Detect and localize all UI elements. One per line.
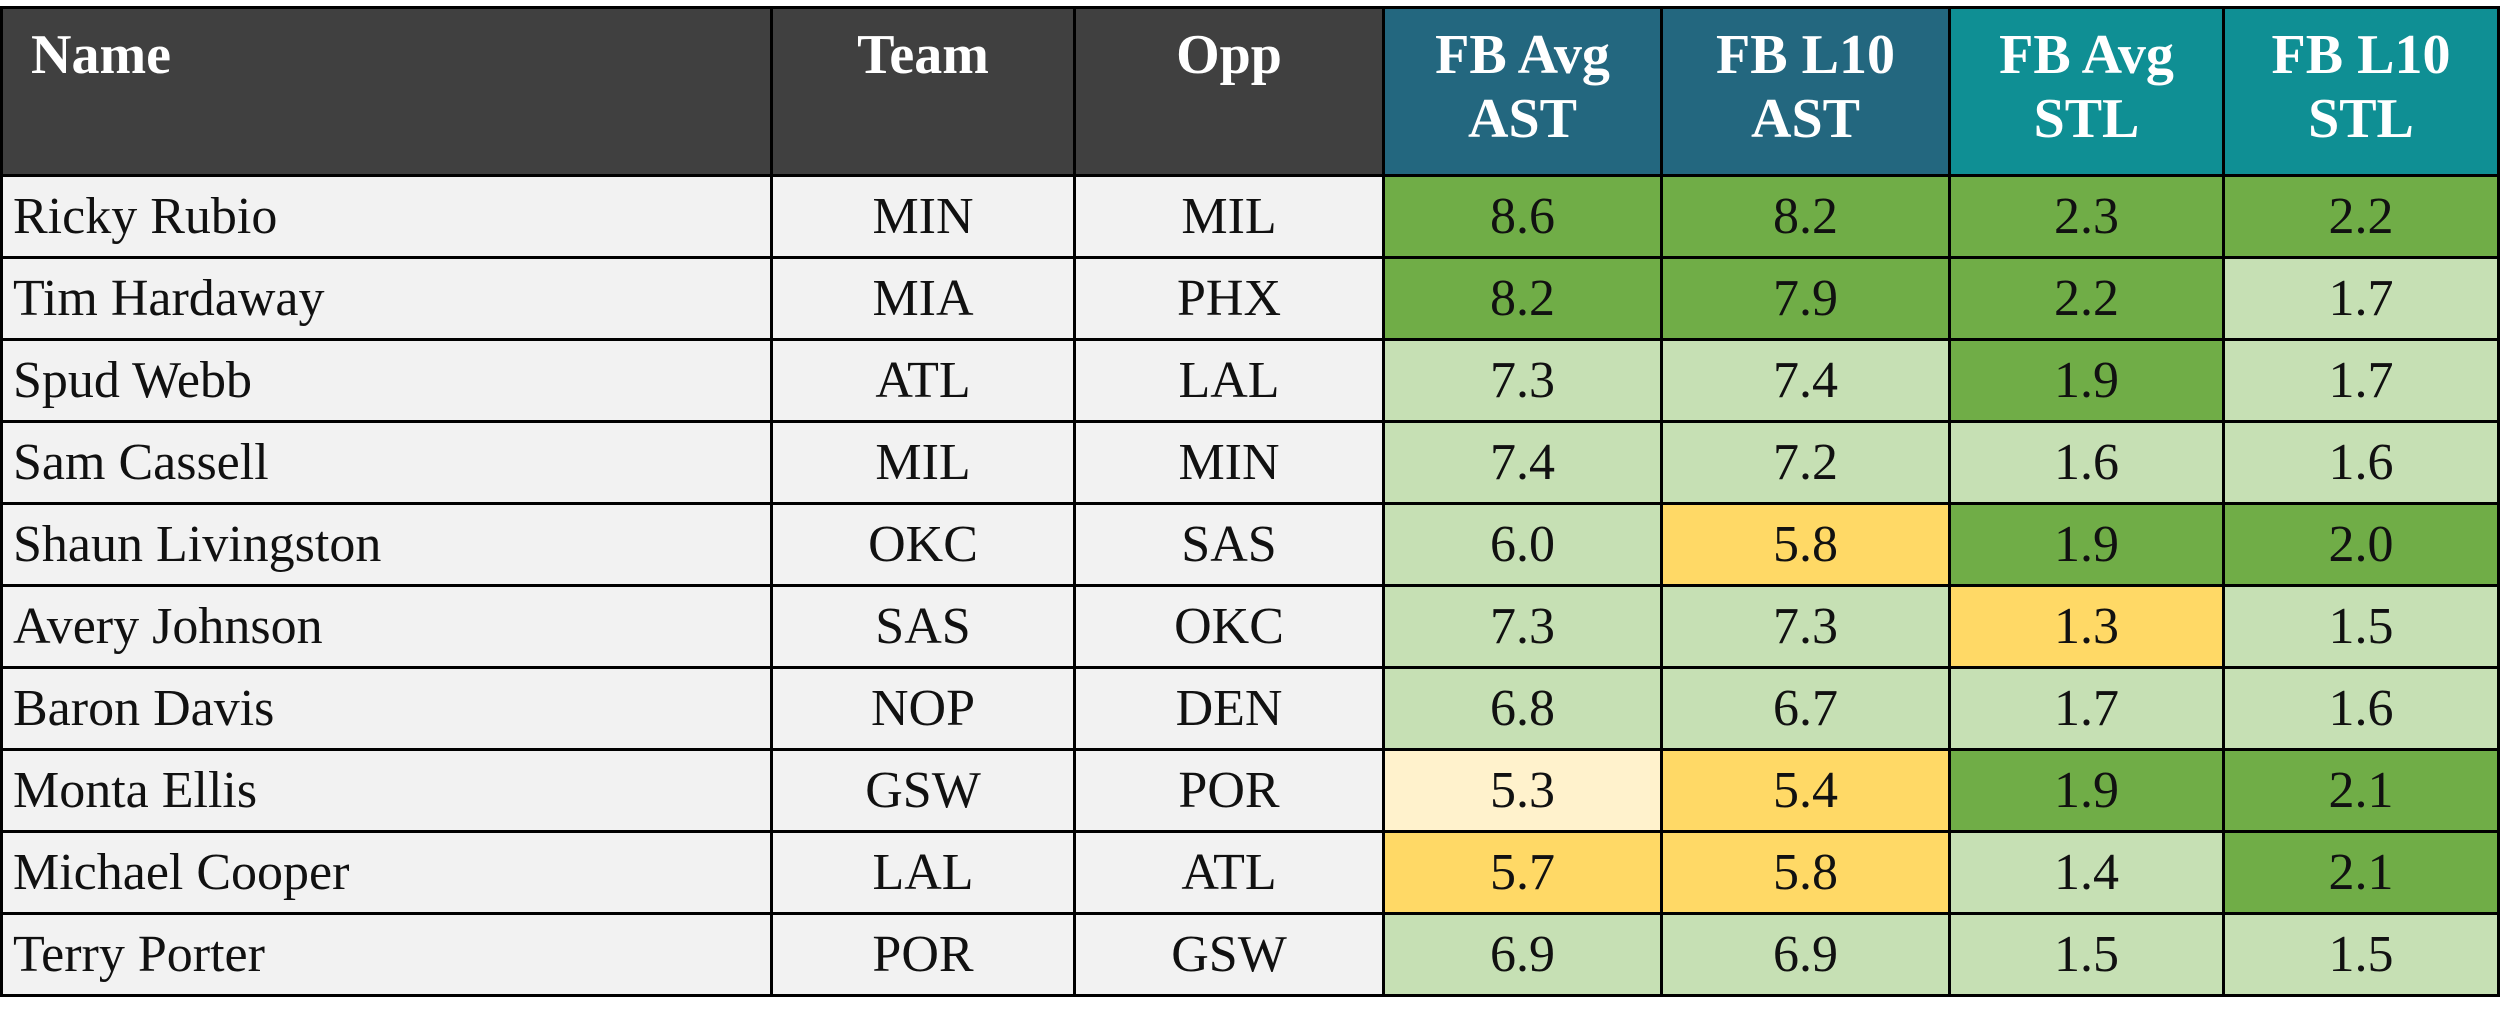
table-row: Michael Cooper LAL ATL 5.7 5.8 1.4 2.1 (0, 830, 2500, 915)
column-header: Team (770, 6, 1076, 177)
table-cell: SAS (1073, 502, 1385, 587)
table-cell: 5.4 (1660, 748, 1951, 833)
table-cell: 2.1 (2222, 830, 2500, 915)
table-cell: 1.3 (1948, 584, 2225, 669)
table-cell: 6.9 (1382, 912, 1663, 997)
table-cell: OKC (770, 502, 1076, 587)
table-cell: MIL (770, 420, 1076, 505)
table-cell: 1.9 (1948, 502, 2225, 587)
table-cell: 8.6 (1382, 174, 1663, 259)
column-header: FB L10 STL (2222, 6, 2500, 177)
table-cell: ATL (770, 338, 1076, 423)
table-cell: 2.2 (1948, 256, 2225, 341)
table-cell: 1.5 (2222, 912, 2500, 997)
player-name: Tim Hardaway (0, 256, 773, 341)
table-cell: 2.0 (2222, 502, 2500, 587)
table-cell: 7.3 (1660, 584, 1951, 669)
table-cell: 5.8 (1660, 830, 1951, 915)
table-cell: 7.4 (1382, 420, 1663, 505)
table-cell: 1.9 (1948, 338, 2225, 423)
table-cell: PHX (1073, 256, 1385, 341)
table-cell: 6.7 (1660, 666, 1951, 751)
table-cell: MIA (770, 256, 1076, 341)
header-row: Name Team Opp FB Avg AST FB L10 AST FB Avg ST… (0, 6, 2500, 177)
player-name: Spud Webb (0, 338, 773, 423)
table-cell: GSW (770, 748, 1076, 833)
table-cell: 6.8 (1382, 666, 1663, 751)
column-header: FB Avg AST (1382, 6, 1663, 177)
table-cell: MIN (770, 174, 1076, 259)
table-cell: 7.3 (1382, 338, 1663, 423)
stats-table: Name Team Opp FB Avg AST FB L10 AST FB Avg ST… (0, 6, 2500, 997)
table-cell: MIL (1073, 174, 1385, 259)
table-cell: 1.7 (2222, 256, 2500, 341)
table-cell: 5.7 (1382, 830, 1663, 915)
table-row: Baron Davis NOP DEN 6.8 6.7 1.7 1.6 (0, 666, 2500, 751)
table-cell: 2.1 (2222, 748, 2500, 833)
table-cell: MIN (1073, 420, 1385, 505)
table-cell: 8.2 (1660, 174, 1951, 259)
player-name: Avery Johnson (0, 584, 773, 669)
table-cell: 2.2 (2222, 174, 2500, 259)
table-cell: 8.2 (1382, 256, 1663, 341)
table-body: Ricky Rubio MIN MIL 8.6 8.2 2.3 2.2 Tim Hardawa… (0, 174, 2500, 997)
table-cell: 6.0 (1382, 502, 1663, 587)
table-cell: 7.2 (1660, 420, 1951, 505)
player-name: Sam Cassell (0, 420, 773, 505)
table-cell: GSW (1073, 912, 1385, 997)
table-row: Avery Johnson SAS OKC 7.3 7.3 1.3 1.5 (0, 584, 2500, 669)
table-cell: 2.3 (1948, 174, 2225, 259)
table-cell: 7.9 (1660, 256, 1951, 341)
table-cell: 7.3 (1382, 584, 1663, 669)
player-name: Terry Porter (0, 912, 773, 997)
table-row: Monta Ellis GSW POR 5.3 5.4 1.9 2.1 (0, 748, 2500, 833)
table-cell: 1.9 (1948, 748, 2225, 833)
table-cell: POR (1073, 748, 1385, 833)
column-header: Name (0, 6, 773, 177)
column-header: FB Avg STL (1948, 6, 2225, 177)
player-name: Monta Ellis (0, 748, 773, 833)
table-cell: 1.4 (1948, 830, 2225, 915)
table-cell: LAL (1073, 338, 1385, 423)
player-name: Ricky Rubio (0, 174, 773, 259)
table-cell: SAS (770, 584, 1076, 669)
table-row: Ricky Rubio MIN MIL 8.6 8.2 2.3 2.2 (0, 174, 2500, 259)
column-header: Opp (1073, 6, 1385, 177)
table-cell: ATL (1073, 830, 1385, 915)
table-cell: OKC (1073, 584, 1385, 669)
table-cell: POR (770, 912, 1076, 997)
table-cell: 1.7 (1948, 666, 2225, 751)
table-cell: DEN (1073, 666, 1385, 751)
table-row: Terry Porter POR GSW 6.9 6.9 1.5 1.5 (0, 912, 2500, 997)
table-cell: LAL (770, 830, 1076, 915)
table-row: Shaun Livingston OKC SAS 6.0 5.8 1.9 2.0 (0, 502, 2500, 587)
table-cell: 5.8 (1660, 502, 1951, 587)
table-cell: 5.3 (1382, 748, 1663, 833)
player-name: Shaun Livingston (0, 502, 773, 587)
player-name: Baron Davis (0, 666, 773, 751)
column-header: FB L10 AST (1660, 6, 1951, 177)
table-row: Spud Webb ATL LAL 7.3 7.4 1.9 1.7 (0, 338, 2500, 423)
table-cell: 1.6 (1948, 420, 2225, 505)
table-row: Sam Cassell MIL MIN 7.4 7.2 1.6 1.6 (0, 420, 2500, 505)
table-cell: 1.7 (2222, 338, 2500, 423)
table-cell: 1.6 (2222, 666, 2500, 751)
table-cell: 1.6 (2222, 420, 2500, 505)
table-cell: 1.5 (1948, 912, 2225, 997)
player-name: Michael Cooper (0, 830, 773, 915)
table-cell: NOP (770, 666, 1076, 751)
table-cell: 7.4 (1660, 338, 1951, 423)
table-row: Tim Hardaway MIA PHX 8.2 7.9 2.2 1.7 (0, 256, 2500, 341)
table-cell: 6.9 (1660, 912, 1951, 997)
table-cell: 1.5 (2222, 584, 2500, 669)
